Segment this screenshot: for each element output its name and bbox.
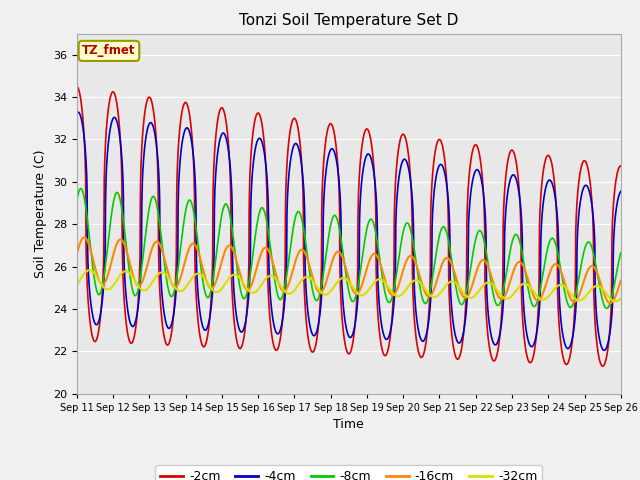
-8cm bbox=[507, 244, 515, 250]
-8cm bbox=[569, 301, 577, 307]
-16cm bbox=[73, 251, 81, 257]
-16cm bbox=[507, 276, 515, 282]
-2cm bbox=[617, 163, 625, 169]
-4cm bbox=[376, 313, 384, 319]
-8cm bbox=[77, 186, 84, 192]
-32cm bbox=[569, 294, 577, 300]
-32cm bbox=[86, 267, 93, 273]
X-axis label: Time: Time bbox=[333, 418, 364, 431]
-2cm bbox=[225, 142, 232, 147]
-32cm bbox=[225, 276, 232, 281]
Text: TZ_fmet: TZ_fmet bbox=[82, 44, 136, 58]
-16cm bbox=[365, 260, 372, 266]
-4cm bbox=[74, 109, 82, 115]
-32cm bbox=[507, 294, 515, 300]
-32cm bbox=[612, 299, 620, 304]
-16cm bbox=[584, 267, 592, 273]
-32cm bbox=[617, 296, 625, 301]
-4cm bbox=[569, 332, 577, 338]
-4cm bbox=[600, 348, 608, 353]
-8cm bbox=[376, 261, 384, 267]
Title: Tonzi Soil Temperature Set D: Tonzi Soil Temperature Set D bbox=[239, 13, 458, 28]
-4cm bbox=[507, 175, 515, 180]
-16cm bbox=[606, 300, 614, 306]
-16cm bbox=[80, 234, 88, 240]
-4cm bbox=[617, 189, 625, 194]
-8cm bbox=[617, 250, 625, 256]
-8cm bbox=[225, 207, 232, 213]
-2cm bbox=[599, 363, 607, 369]
-2cm bbox=[365, 128, 372, 133]
-4cm bbox=[365, 151, 372, 157]
-32cm bbox=[365, 287, 372, 293]
-16cm bbox=[569, 299, 577, 304]
Line: -32cm: -32cm bbox=[77, 270, 621, 301]
-2cm bbox=[73, 84, 81, 89]
-2cm bbox=[507, 148, 515, 154]
-4cm bbox=[225, 150, 232, 156]
-2cm bbox=[376, 336, 384, 341]
-8cm bbox=[603, 306, 611, 312]
Y-axis label: Soil Temperature (C): Soil Temperature (C) bbox=[35, 149, 47, 278]
-16cm bbox=[376, 261, 384, 267]
Legend: -2cm, -4cm, -8cm, -16cm, -32cm: -2cm, -4cm, -8cm, -16cm, -32cm bbox=[156, 465, 542, 480]
-2cm bbox=[584, 165, 591, 171]
-2cm bbox=[569, 335, 577, 340]
-4cm bbox=[584, 185, 592, 191]
-16cm bbox=[617, 278, 625, 284]
Line: -2cm: -2cm bbox=[77, 86, 621, 366]
Line: -16cm: -16cm bbox=[77, 237, 621, 303]
Line: -8cm: -8cm bbox=[77, 189, 621, 309]
-8cm bbox=[73, 198, 81, 204]
-32cm bbox=[584, 290, 592, 296]
-8cm bbox=[365, 219, 372, 225]
-32cm bbox=[73, 282, 81, 288]
-32cm bbox=[376, 276, 384, 282]
-8cm bbox=[584, 239, 592, 245]
Line: -4cm: -4cm bbox=[77, 112, 621, 350]
-4cm bbox=[73, 110, 81, 116]
-16cm bbox=[225, 243, 232, 249]
